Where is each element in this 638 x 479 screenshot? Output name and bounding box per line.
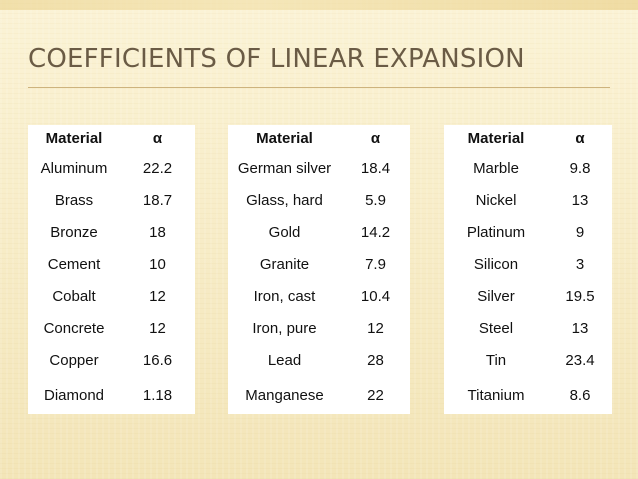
table-header-row: Material α bbox=[444, 125, 612, 152]
material-cell: Silver bbox=[477, 287, 515, 305]
table-row: Titanium 8.6 bbox=[444, 376, 612, 414]
alpha-cell: 12 bbox=[149, 287, 166, 305]
alpha-cell: 14.2 bbox=[360, 223, 391, 241]
alpha-cell: 12 bbox=[367, 319, 384, 337]
alpha-cell: 18.4 bbox=[360, 159, 391, 177]
table-row: Cobalt 12 bbox=[28, 280, 195, 312]
table-row: Silver 19.5 bbox=[444, 280, 612, 312]
table-row: Tin 23.4 bbox=[444, 344, 612, 376]
expansion-table-3: Material α Marble 9.8 Nickel 13 Platinum 9 … bbox=[444, 125, 612, 414]
alpha-cell: 19.5 bbox=[565, 287, 595, 305]
table-row: Silicon 3 bbox=[444, 248, 612, 280]
alpha-cell: 22.2 bbox=[142, 159, 173, 177]
expansion-table-2: Material α German silver 18.4 Glass, hard… bbox=[228, 125, 410, 414]
material-cell: Iron, cast bbox=[253, 287, 316, 305]
material-cell: Steel bbox=[478, 319, 514, 337]
alpha-cell: 28 bbox=[367, 351, 384, 369]
table-row: Steel 13 bbox=[444, 312, 612, 344]
material-cell: Granite bbox=[259, 255, 310, 273]
table-row: Brass 18.7 bbox=[28, 184, 195, 216]
header-alpha: α bbox=[575, 130, 585, 147]
alpha-cell: 22 bbox=[367, 386, 384, 404]
alpha-cell: 9.8 bbox=[569, 159, 591, 177]
material-cell: Copper bbox=[49, 351, 99, 369]
material-cell: Diamond bbox=[43, 386, 105, 404]
table-row: Lead 28 bbox=[228, 344, 410, 376]
table-row: German silver 18.4 bbox=[228, 152, 410, 184]
alpha-cell: 5.9 bbox=[365, 191, 386, 209]
material-cell: Glass, hard bbox=[246, 191, 323, 209]
material-cell: Platinum bbox=[466, 223, 526, 241]
material-cell: Nickel bbox=[475, 191, 517, 209]
alpha-cell: 18 bbox=[149, 223, 166, 241]
material-cell: Iron, pure bbox=[252, 319, 317, 337]
material-cell: Marble bbox=[473, 159, 519, 177]
material-cell: Cobalt bbox=[52, 287, 96, 305]
alpha-cell: 12 bbox=[149, 319, 166, 337]
table-row: Iron, cast 10.4 bbox=[228, 280, 410, 312]
table-row: Aluminum 22.2 bbox=[28, 152, 195, 184]
expansion-table-1: Material α Aluminum 22.2 Brass 18.7 Bronze… bbox=[28, 125, 195, 414]
table-header-row: Material α bbox=[228, 125, 410, 152]
table-row: Cement 10 bbox=[28, 248, 195, 280]
alpha-cell: 10 bbox=[149, 255, 166, 273]
alpha-cell: 23.4 bbox=[565, 351, 595, 369]
table-row: Marble 9.8 bbox=[444, 152, 612, 184]
alpha-cell: 1.18 bbox=[142, 386, 173, 404]
table-row: Granite 7.9 bbox=[228, 248, 410, 280]
material-cell: Aluminum bbox=[40, 159, 108, 177]
table-row: Nickel 13 bbox=[444, 184, 612, 216]
material-cell: Titanium bbox=[467, 386, 525, 404]
alpha-cell: 10.4 bbox=[360, 287, 391, 305]
table-row: Bronze 18 bbox=[28, 216, 195, 248]
table-header-row: Material α bbox=[28, 125, 195, 152]
slide-title: COEFFICIENTS OF LINEAR EXPANSION bbox=[28, 44, 525, 74]
header-alpha: α bbox=[152, 130, 163, 147]
material-cell: Brass bbox=[54, 191, 94, 209]
table-row: Diamond 1.18 bbox=[28, 376, 195, 414]
material-cell: Silicon bbox=[473, 255, 519, 273]
table-row: Manganese 22 bbox=[228, 376, 410, 414]
material-cell: Manganese bbox=[245, 386, 324, 404]
alpha-cell: 18.7 bbox=[142, 191, 173, 209]
alpha-cell: 8.6 bbox=[569, 386, 591, 404]
header-material: Material bbox=[45, 130, 103, 147]
material-cell: Gold bbox=[268, 223, 301, 241]
material-cell: Lead bbox=[267, 351, 302, 369]
alpha-cell: 13 bbox=[571, 319, 589, 337]
material-cell: Bronze bbox=[50, 223, 98, 241]
table-row: Iron, pure 12 bbox=[228, 312, 410, 344]
alpha-cell: 7.9 bbox=[365, 255, 386, 273]
header-material: Material bbox=[256, 130, 313, 147]
header-material: Material bbox=[467, 130, 525, 147]
material-cell: German silver bbox=[237, 159, 332, 177]
material-cell: Tin bbox=[485, 351, 507, 369]
table-row: Copper 16.6 bbox=[28, 344, 195, 376]
material-cell: Cement bbox=[47, 255, 101, 273]
header-alpha: α bbox=[370, 130, 381, 147]
alpha-cell: 16.6 bbox=[142, 351, 173, 369]
decorative-top-strip bbox=[0, 0, 638, 10]
title-underline bbox=[28, 87, 610, 88]
alpha-cell: 13 bbox=[571, 191, 589, 209]
table-row: Platinum 9 bbox=[444, 216, 612, 248]
alpha-cell: 9 bbox=[575, 223, 585, 241]
table-row: Glass, hard 5.9 bbox=[228, 184, 410, 216]
alpha-cell: 3 bbox=[575, 255, 585, 273]
table-row: Concrete 12 bbox=[28, 312, 195, 344]
material-cell: Concrete bbox=[43, 319, 105, 337]
table-row: Gold 14.2 bbox=[228, 216, 410, 248]
